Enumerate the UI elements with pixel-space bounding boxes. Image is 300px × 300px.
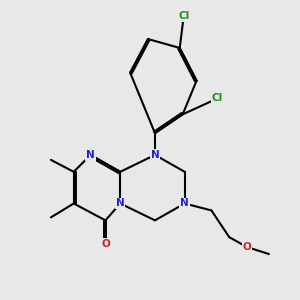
Text: N: N	[151, 150, 159, 160]
Text: Cl: Cl	[178, 11, 189, 21]
Text: N: N	[180, 199, 189, 208]
Text: N: N	[116, 199, 125, 208]
Text: O: O	[243, 242, 251, 252]
Text: Cl: Cl	[212, 94, 223, 103]
Text: O: O	[101, 239, 110, 249]
Text: N: N	[86, 150, 95, 160]
